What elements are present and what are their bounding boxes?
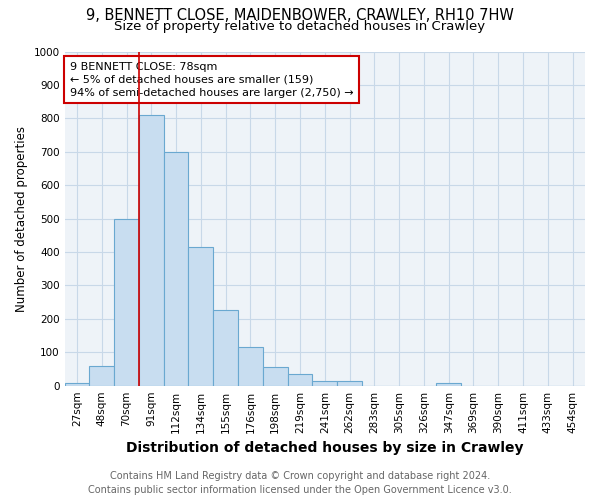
Bar xyxy=(89,366,114,386)
Bar xyxy=(65,383,89,386)
Bar xyxy=(337,380,362,386)
Bar xyxy=(436,383,461,386)
Bar xyxy=(213,310,238,386)
X-axis label: Distribution of detached houses by size in Crawley: Distribution of detached houses by size … xyxy=(126,441,524,455)
Bar xyxy=(139,115,164,386)
Bar xyxy=(238,347,263,386)
Text: 9 BENNETT CLOSE: 78sqm
← 5% of detached houses are smaller (159)
94% of semi-det: 9 BENNETT CLOSE: 78sqm ← 5% of detached … xyxy=(70,62,353,98)
Bar xyxy=(287,374,313,386)
Y-axis label: Number of detached properties: Number of detached properties xyxy=(15,126,28,312)
Text: 9, BENNETT CLOSE, MAIDENBOWER, CRAWLEY, RH10 7HW: 9, BENNETT CLOSE, MAIDENBOWER, CRAWLEY, … xyxy=(86,8,514,22)
Bar xyxy=(164,152,188,386)
Text: Contains HM Land Registry data © Crown copyright and database right 2024.
Contai: Contains HM Land Registry data © Crown c… xyxy=(88,471,512,495)
Text: Size of property relative to detached houses in Crawley: Size of property relative to detached ho… xyxy=(115,20,485,33)
Bar xyxy=(188,247,213,386)
Bar xyxy=(313,380,337,386)
Bar xyxy=(114,218,139,386)
Bar xyxy=(263,366,287,386)
